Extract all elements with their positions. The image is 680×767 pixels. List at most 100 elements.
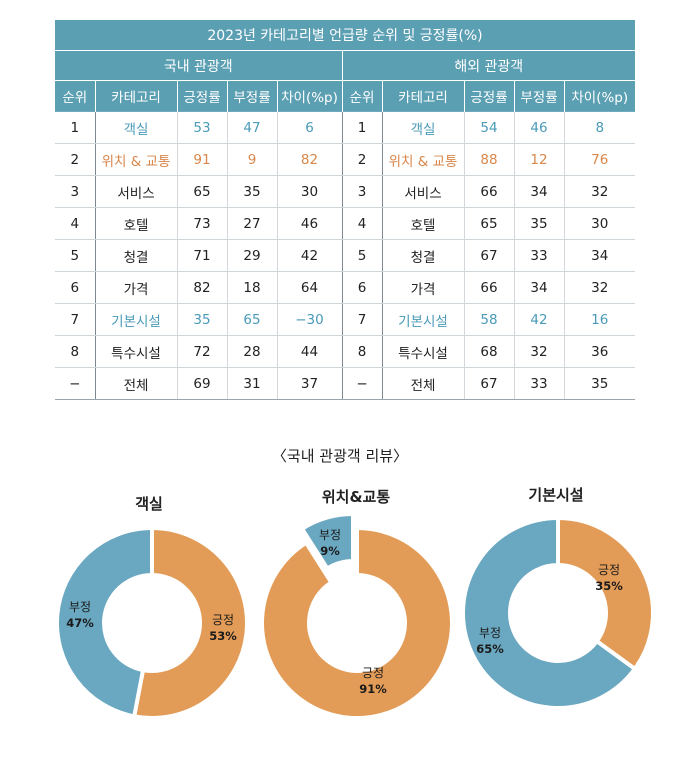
cell-diff: 8 [563,111,635,144]
table-title: 2023년 카테고리별 언급량 순위 및 긍정률(%) [55,20,635,51]
donut-title-location: 위치&교통 [321,488,391,506]
cell-rank: 6 [341,271,382,304]
cell-negative: 12 [513,143,564,176]
cell-negative: 31 [226,367,277,400]
donut-title-room: 객실 [135,495,163,513]
cell-diff: 37 [276,367,342,400]
cell-category: 위치 & 교통 [94,143,177,176]
header-category: 카테고리 [94,80,177,112]
donut-chart [260,511,454,720]
cell-category: 위치 & 교통 [381,143,464,176]
cell-rank: − [55,367,95,400]
cell-rank: 4 [341,207,382,240]
table-row: 4 호텔 73 27 46 4 호텔 65 35 30 [55,207,635,240]
cell-category: 전체 [381,367,464,400]
cell-negative: 42 [513,303,564,336]
cell-category: 호텔 [381,207,464,240]
cell-category: 가격 [381,271,464,304]
header-positive: 긍정률 [463,80,514,112]
cell-diff: 82 [276,143,342,176]
header-positive: 긍정률 [176,80,227,112]
cell-rank: 5 [55,239,95,272]
cell-diff: 34 [563,239,635,272]
cell-positive: 67 [463,367,514,400]
header-rank: 순위 [55,80,95,112]
cell-category: 특수시설 [94,335,177,368]
cell-diff: 32 [563,271,635,304]
cell-positive: 35 [176,303,227,336]
slice-label-negative: 부정 [479,626,501,640]
table-row: 8 특수시설 72 28 44 8 특수시설 68 32 36 [55,335,635,368]
cell-negative: 47 [226,111,277,144]
cell-negative: 33 [513,367,564,400]
cell-category: 객실 [381,111,464,144]
cell-positive: 91 [176,143,227,176]
cell-negative: 46 [513,111,564,144]
donut-slice-negative [299,511,355,572]
donut-title-facilities: 기본시설 [528,486,584,504]
cell-rank: 2 [341,143,382,176]
cell-rank: 6 [55,271,95,304]
cell-category: 청결 [94,239,177,272]
cell-positive: 66 [463,175,514,208]
slice-value-negative: 47% [66,616,94,630]
cell-negative: 18 [226,271,277,304]
cell-positive: 54 [463,111,514,144]
cell-category: 서비스 [381,175,464,208]
cell-negative: 32 [513,335,564,368]
cell-negative: 27 [226,207,277,240]
cell-negative: 28 [226,335,277,368]
cell-rank: 7 [55,303,95,336]
donut-slice-positive [556,515,655,672]
cell-positive: 88 [463,143,514,176]
cell-positive: 58 [463,303,514,336]
cell-rank: 1 [341,111,382,144]
cell-positive: 53 [176,111,227,144]
donut-slice-negative [55,525,154,719]
cell-negative: 35 [226,175,277,208]
donut-chart [55,525,249,720]
cell-rank: 3 [55,175,95,208]
cell-category: 기본시설 [94,303,177,336]
cell-category: 청결 [381,239,464,272]
donut-slice-positive [260,525,454,720]
cell-diff: 30 [563,207,635,240]
slice-value-positive: 91% [359,682,387,696]
cell-positive: 72 [176,335,227,368]
table-row: 6 가격 82 18 64 6 가격 66 34 32 [55,271,635,304]
cell-diff: 42 [276,239,342,272]
cell-diff: 16 [563,303,635,336]
table-row: 3 서비스 65 35 30 3 서비스 66 34 32 [55,175,635,208]
cell-positive: 68 [463,335,514,368]
slice-value-positive: 35% [595,579,623,593]
cell-positive: 73 [176,207,227,240]
cell-diff: 46 [276,207,342,240]
cell-rank: 2 [55,143,95,176]
cell-rank: 3 [341,175,382,208]
cell-category: 특수시설 [381,335,464,368]
cell-rank: − [341,367,382,400]
slice-label-negative: 부정 [69,600,91,614]
cell-category: 전체 [94,367,177,400]
table-row: 1 객실 53 47 6 1 객실 54 46 8 [55,111,635,144]
cell-negative: 33 [513,239,564,272]
table-row: − 전체 69 31 37− 전체 67 33 35 [55,367,635,400]
donut-slice-positive [131,525,249,720]
table-row: 5 청결 71 29 42 5 청결 67 33 34 [55,239,635,272]
cell-negative: 9 [226,143,277,176]
cell-negative: 29 [226,239,277,272]
ranking-table: 2023년 카테고리별 언급량 순위 및 긍정률(%) 국내 관광객 해외 관광… [55,20,635,400]
cell-positive: 67 [463,239,514,272]
cell-category: 서비스 [94,175,177,208]
cell-positive: 66 [463,271,514,304]
cell-positive: 65 [176,175,227,208]
donut-chart [461,515,655,710]
cell-rank: 8 [55,335,95,368]
table-row: 7 기본시설 35 65 −30 7 기본시설 58 42 16 [55,303,635,336]
cell-category: 가격 [94,271,177,304]
cell-rank: 5 [341,239,382,272]
donut-section-title: 〈국내 관광객 리뷰〉 [271,447,409,465]
cell-rank: 7 [341,303,382,336]
header-negative: 부정률 [513,80,564,112]
cell-diff: 6 [276,111,342,144]
